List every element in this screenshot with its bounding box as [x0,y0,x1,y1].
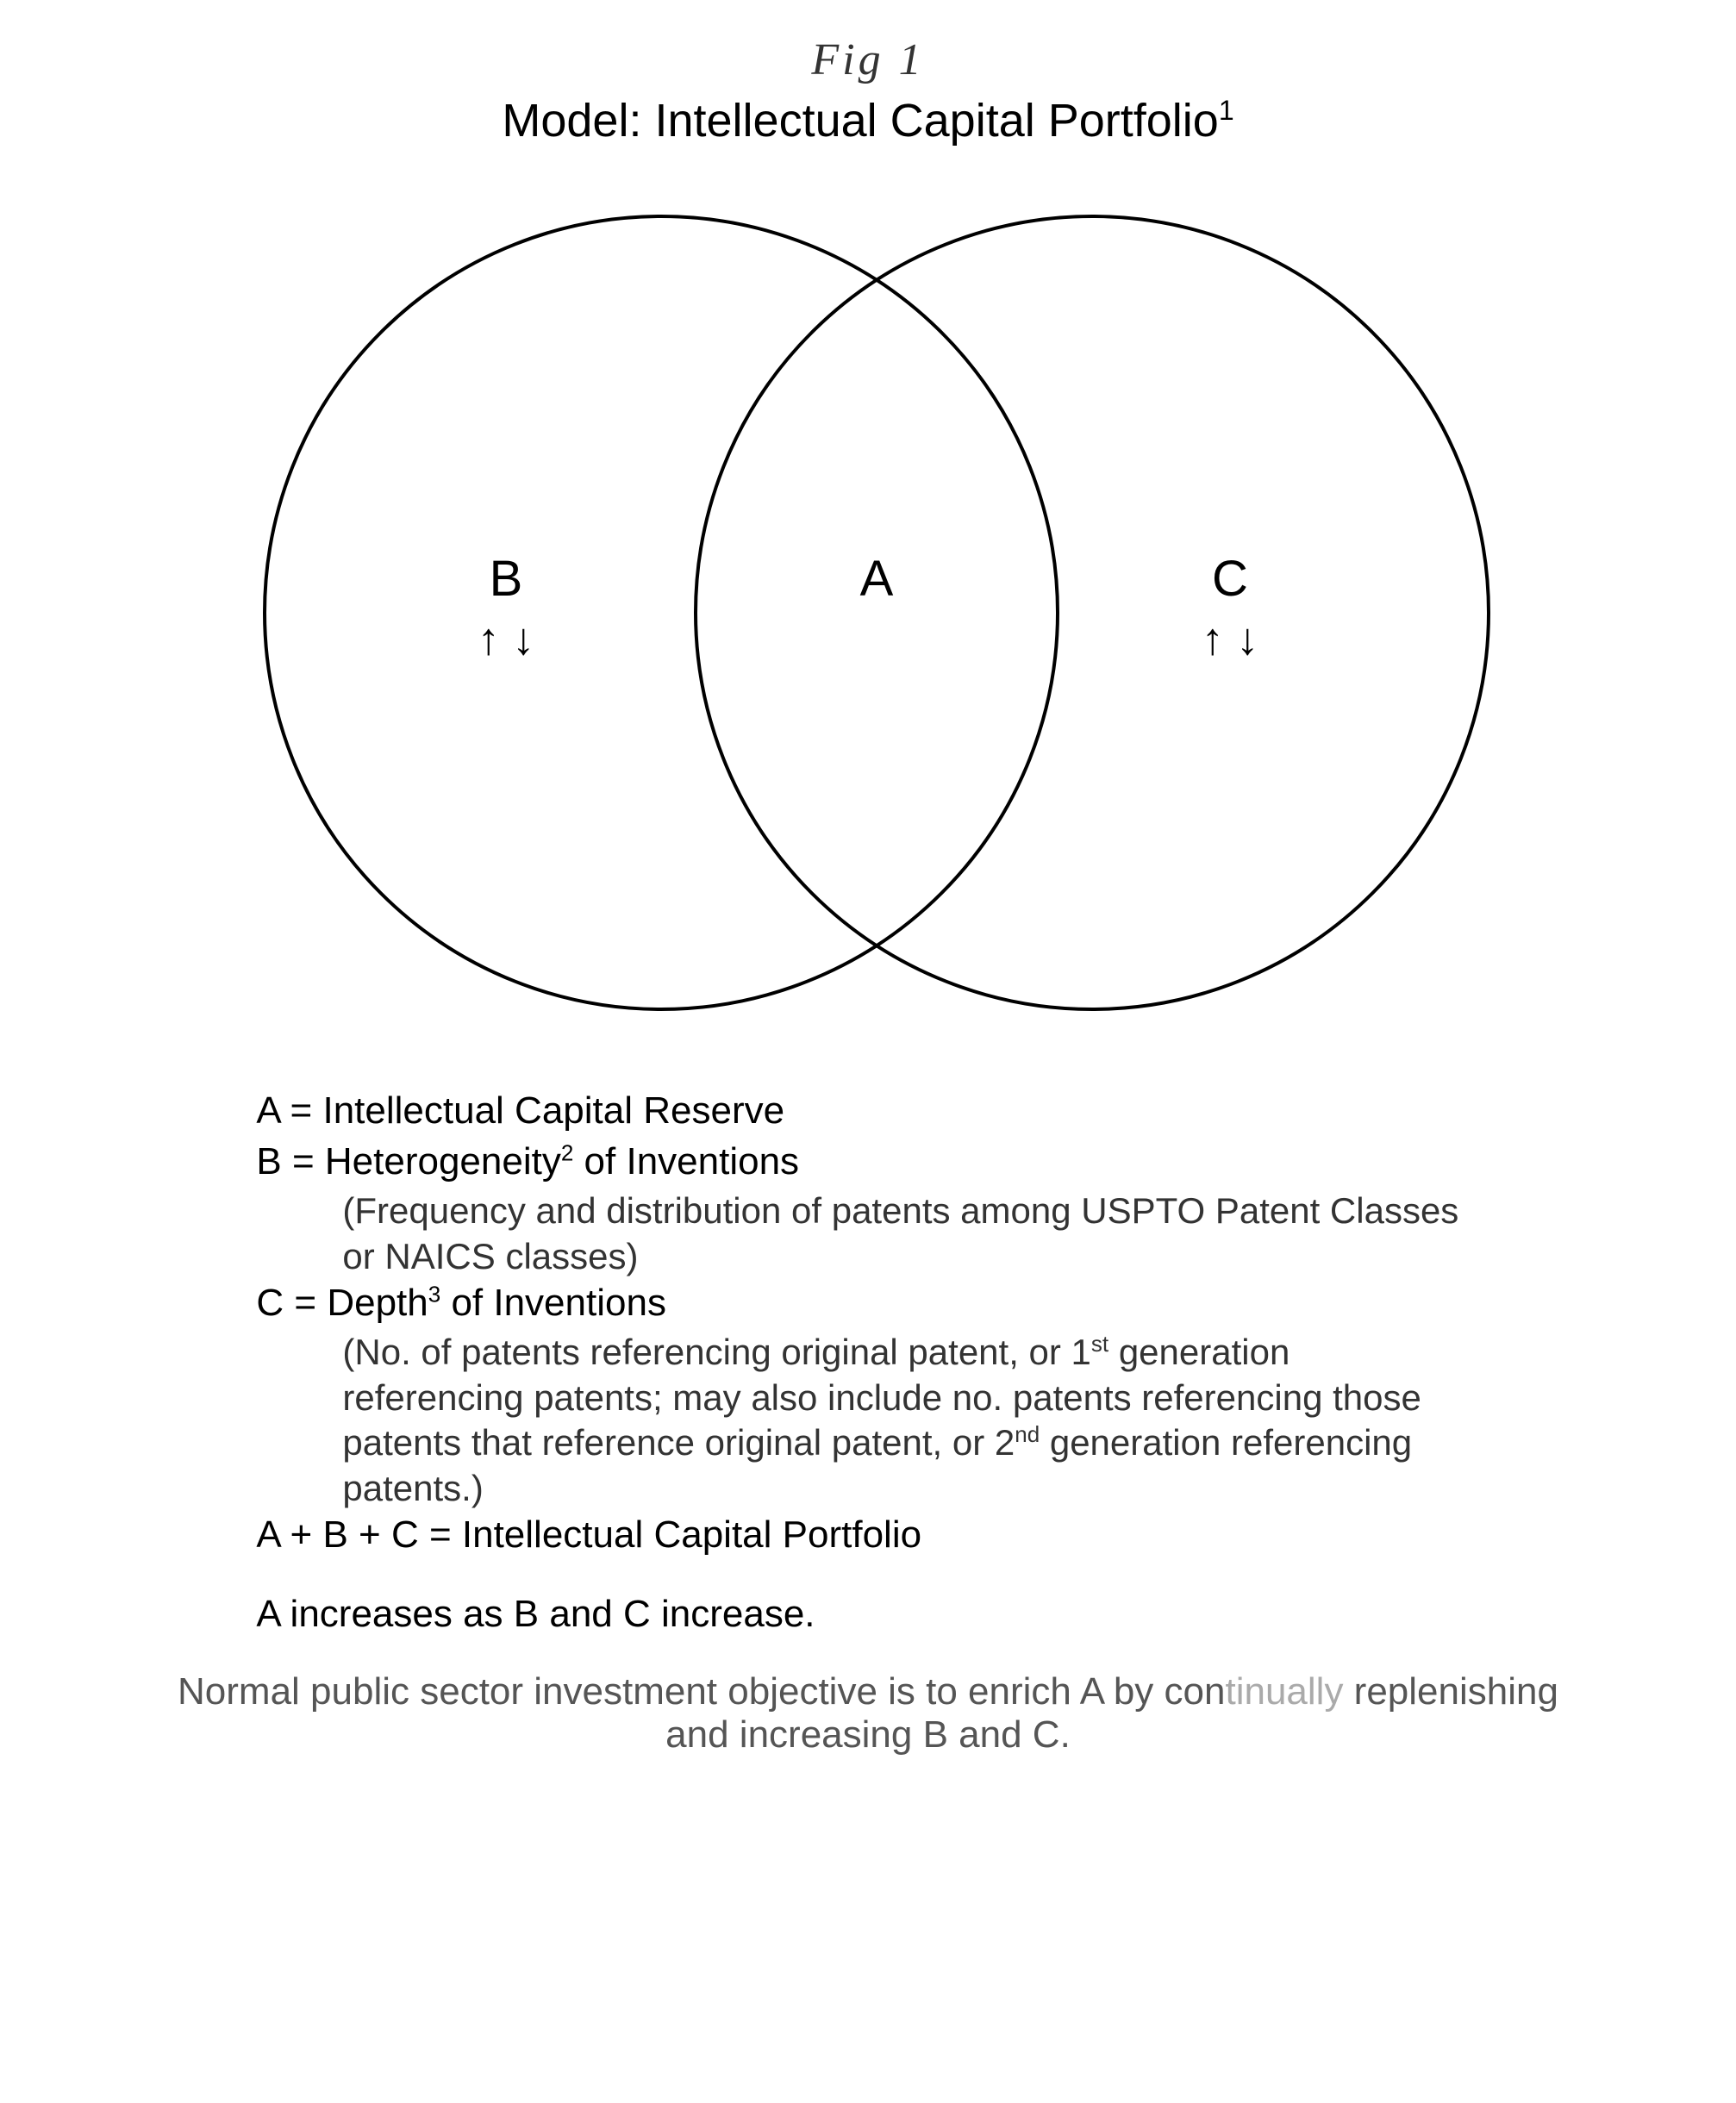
venn-label-b: B [490,551,523,607]
legend-item-c-sub: (No. of patents referencing original pat… [342,1330,1479,1511]
legend-c-pre: C = Depth [256,1282,428,1324]
legend-b-pre: B = Heterogeneity [256,1140,560,1183]
page-root: Fig 1 Model: Intellectual Capital Portfo… [0,0,1736,2103]
page-title: Model: Intellectual Capital Portfolio1 [103,94,1633,147]
legend-c-sub-pre1: (No. of patents referencing original pat… [342,1332,1091,1372]
venn-label-c: C [1212,551,1248,607]
legend: A = Intellectual Capital Reserve B = Het… [256,1087,1479,1558]
legend-item-c: C = Depth3 of Inventions [256,1279,1479,1326]
legend-item-b: B = Heterogeneity2 of Inventions [256,1138,1479,1185]
title-main: Intellectual Capital Portfolio [654,95,1218,147]
footer-pre: Normal public sector investment objectiv… [178,1670,1225,1713]
venn-container: B ↑ ↓ A C ↑ ↓ [103,190,1633,1052]
title-footnote-ref: 1 [1219,95,1234,126]
title-prefix: Model: [502,95,654,147]
legend-c-sub-sup2: nd [1015,1421,1040,1447]
legend-c-sup: 3 [428,1281,440,1307]
footer-text: Normal public sector investment objectiv… [149,1670,1587,1757]
legend-b-post: of Inventions [573,1140,799,1183]
legend-item-b-sub: (Frequency and distribution of patents a… [342,1189,1479,1279]
legend-item-total: A + B + C = Intellectual Capital Portfol… [256,1511,1479,1558]
note-text: A increases as B and C increase. [256,1593,1479,1636]
venn-label-a: A [860,551,894,607]
venn-background [127,190,1609,1052]
legend-item-a: A = Intellectual Capital Reserve [256,1087,1479,1134]
figure-label: Fig 1 [103,34,1633,85]
venn-arrows-b: ↑ ↓ [478,615,534,665]
legend-b-sup: 2 [561,1139,573,1165]
venn-diagram: B ↑ ↓ A C ↑ ↓ [127,190,1609,1052]
footer-faded: tinually [1225,1670,1343,1713]
legend-c-sub-sup1: st [1091,1331,1108,1357]
legend-c-post: of Inventions [440,1282,666,1324]
venn-arrows-c: ↑ ↓ [1202,615,1258,665]
